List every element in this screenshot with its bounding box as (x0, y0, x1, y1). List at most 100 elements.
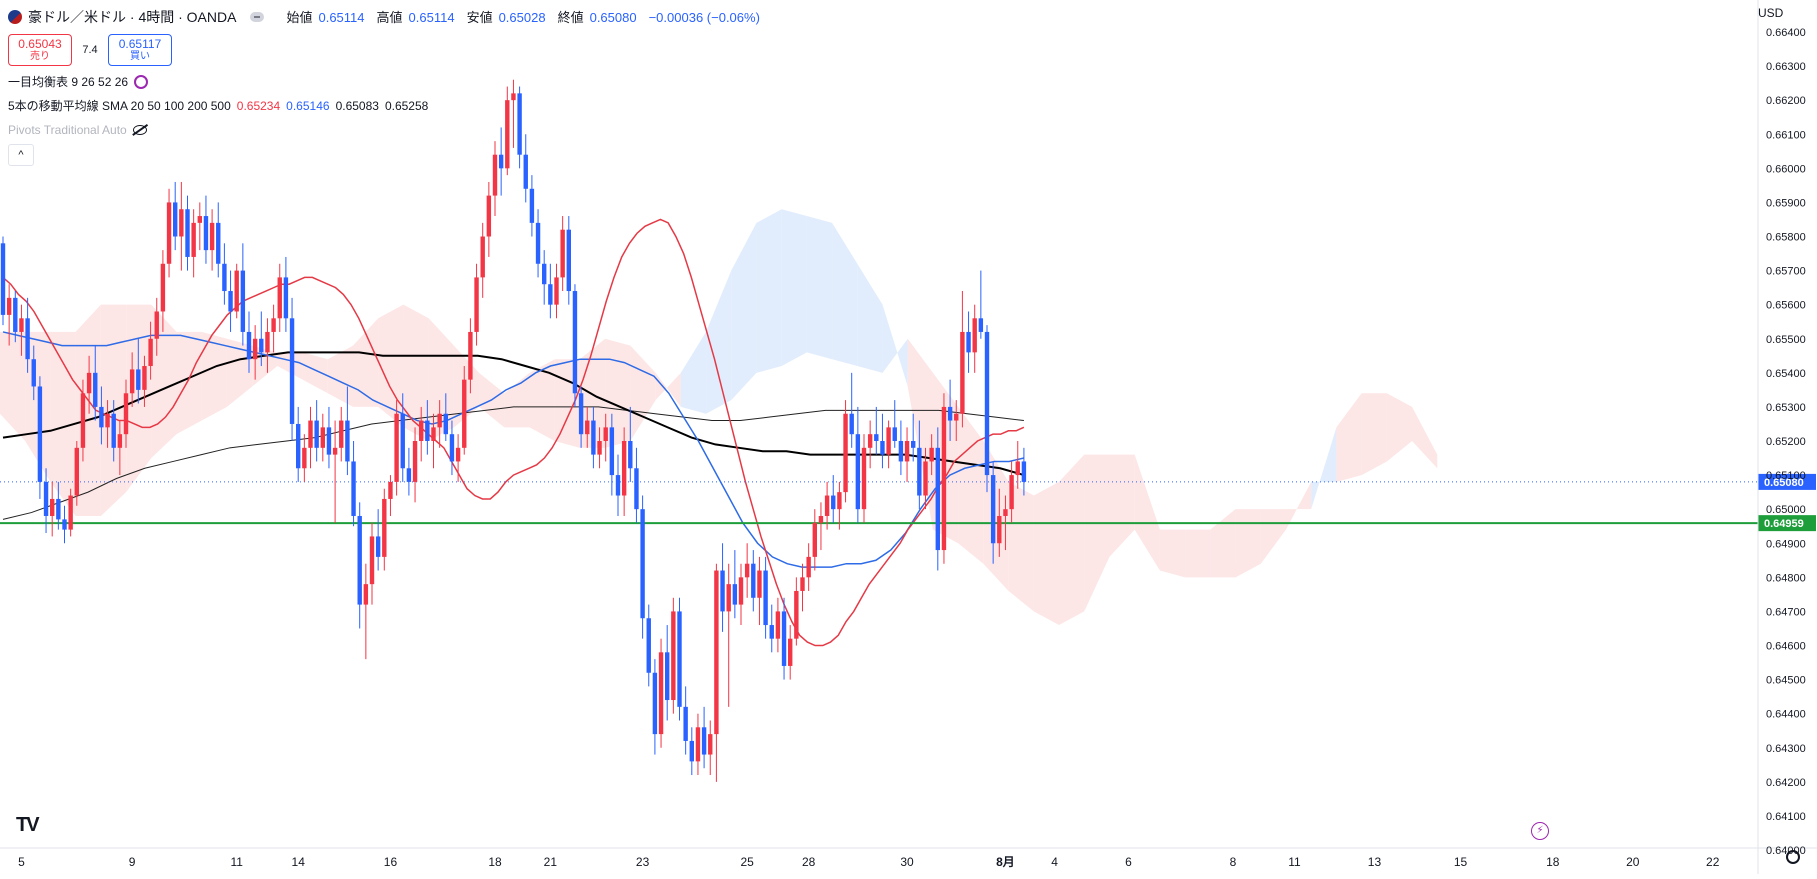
candle-body (917, 447, 922, 496)
ma50-line (2, 331, 1025, 568)
candle-body (788, 638, 793, 666)
candle-body (111, 413, 116, 448)
y-tick-label: 0.65900 (1766, 197, 1806, 209)
indicator-moving-averages[interactable]: 5本の移動平均線 SMA 20 50 100 200 500 0.65234 0… (8, 98, 760, 114)
settings-gear-icon[interactable] (1786, 850, 1800, 864)
indicator-ichimoku[interactable]: 一目均衡表 9 26 52 26 (8, 74, 760, 90)
cloud-segment (1260, 509, 1286, 564)
cloud-segment (756, 209, 782, 373)
cloud-segment (882, 304, 908, 387)
candle-body (665, 652, 670, 701)
y-tick-label: 0.66200 (1766, 95, 1806, 107)
candle-body (978, 318, 984, 332)
candle-body (74, 447, 79, 496)
x-tick-label: 28 (802, 855, 816, 869)
y-tick-label: 0.65700 (1766, 266, 1806, 278)
candle-body (166, 202, 172, 264)
candle-body (31, 359, 36, 387)
cloud-segment (75, 304, 101, 516)
cloud-segment (680, 331, 707, 414)
candle-body (929, 447, 934, 462)
ma-value-20: 0.65234 (236, 99, 281, 113)
candle-body (628, 441, 633, 469)
candle-body (462, 379, 467, 448)
candle-body (855, 434, 861, 510)
y-tick-label: 0.65200 (1766, 436, 1806, 448)
ma100-line (2, 351, 1025, 477)
buy-button[interactable]: 0.65117 買い (108, 34, 172, 66)
cloud-segment (226, 338, 253, 407)
candle-body (222, 263, 227, 292)
candle-body (277, 277, 282, 319)
cloud-segment (832, 222, 858, 367)
candle-body (136, 369, 141, 390)
candle-body (375, 536, 381, 557)
candle-body (209, 222, 215, 251)
buy-label: 買い (130, 51, 150, 62)
tradingview-logo-icon[interactable]: TV (16, 814, 40, 836)
candle-body (554, 277, 559, 305)
y-tick-label: 0.65300 (1766, 402, 1806, 414)
candle-body (837, 492, 842, 510)
candle-body (812, 522, 817, 557)
candle-body (56, 498, 61, 520)
cloud-segment (529, 359, 555, 441)
candle-body (720, 570, 725, 612)
hidden-eye-icon[interactable] (132, 125, 147, 135)
collapse-legend-button[interactable]: ^ (8, 144, 34, 166)
cloud-segment (378, 304, 404, 428)
candle-body (640, 509, 645, 619)
candle-body (677, 611, 682, 707)
candle-body (363, 584, 369, 605)
y-tick-label: 0.64200 (1766, 777, 1806, 789)
currency-selector[interactable]: USD (1758, 6, 1784, 20)
cloud-segment (1134, 454, 1160, 571)
candle-body (732, 584, 738, 605)
candle-body (941, 406, 947, 551)
candle-body (585, 420, 590, 435)
candle-body (744, 563, 750, 578)
candle-body (646, 618, 651, 673)
x-tick-label: 25 (740, 855, 754, 869)
x-tick-label: 5 (18, 855, 25, 869)
symbol-title[interactable]: 豪ドル／米ドル · 4時間 · OANDA (28, 9, 237, 25)
cloud-segment (453, 345, 480, 428)
candle-body (25, 318, 30, 360)
candle-body (867, 434, 873, 448)
candle-body (1021, 461, 1027, 482)
candle-body (904, 441, 910, 462)
candle-body (449, 434, 455, 462)
candle-body (738, 577, 744, 605)
cloud-segment (0, 331, 26, 441)
close-value: 0.65080 (589, 9, 637, 25)
candle-body (652, 672, 658, 735)
candle-body (935, 447, 940, 551)
candle-body (1003, 509, 1008, 516)
y-tick-label: 0.64100 (1766, 811, 1806, 823)
refresh-icon[interactable] (134, 75, 149, 89)
flash-icon[interactable]: ⚡ (1531, 822, 1549, 840)
candle-body (597, 441, 602, 455)
pivots-label: Pivots Traditional Auto (8, 123, 127, 137)
indicator-pivots[interactable]: Pivots Traditional Auto (8, 122, 760, 138)
candle-body (794, 590, 799, 639)
candle-body (259, 338, 264, 353)
candle-body (701, 727, 707, 755)
candle-body (99, 406, 104, 428)
candle-body (43, 481, 49, 516)
y-tick-label: 0.64600 (1766, 641, 1806, 653)
low-label: 安値 (466, 9, 493, 25)
cloud-segment (857, 263, 883, 373)
candle-body (480, 236, 485, 278)
x-tick-label: 23 (636, 855, 650, 869)
candle-body (523, 154, 528, 189)
cloud-segment (731, 222, 757, 401)
legend-menu-icon[interactable] (250, 12, 265, 22)
trade-panel: 0.65043 売り 7.4 0.65117 買い (8, 34, 760, 66)
sell-label: 売り (30, 51, 50, 62)
candle-body (148, 338, 153, 367)
sell-button[interactable]: 0.65043 売り (8, 34, 72, 66)
x-tick-label: 4 (1051, 855, 1058, 869)
